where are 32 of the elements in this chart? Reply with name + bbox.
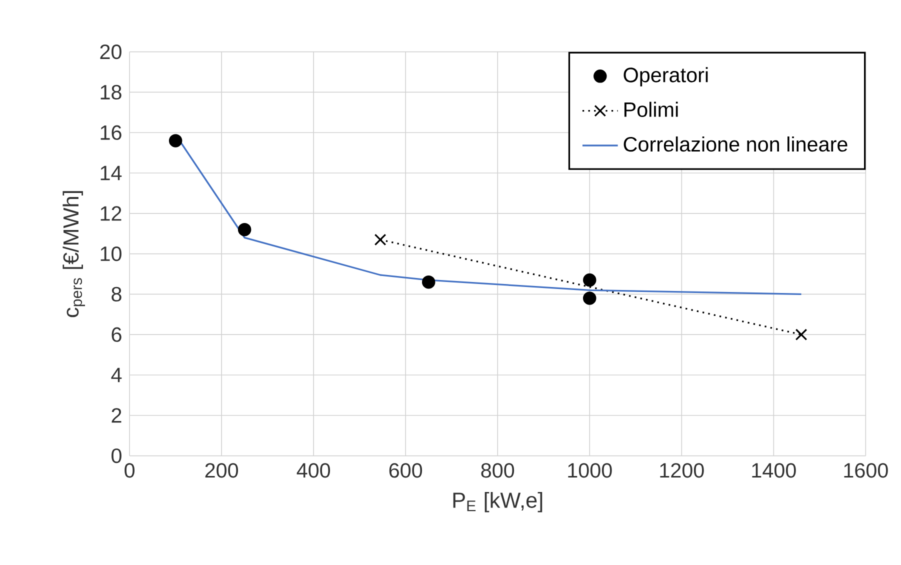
point: [168, 134, 182, 148]
y-tick-label: 2: [112, 408, 122, 423]
y-tick-label: 16: [100, 125, 122, 140]
x-tick-label: 1400: [752, 463, 796, 478]
x-tick-label: 800: [481, 463, 514, 478]
y-tick-label: 10: [100, 246, 122, 262]
point: [583, 292, 596, 305]
legend-label: Operatori: [624, 67, 708, 87]
x-tick-label: 1200: [660, 463, 704, 478]
x-tick-label: 400: [296, 463, 330, 478]
point: [422, 276, 436, 289]
point: [374, 234, 386, 246]
x-tick-label: 1600: [844, 463, 888, 478]
x-tick-label: 200: [205, 463, 238, 478]
y-tick-label: 4: [111, 368, 122, 382]
x-tick-label: 1000: [568, 463, 612, 478]
x-axis-title: P$_{E}$ [kW,e]: [453, 492, 542, 512]
x-tick-label: 0: [124, 463, 135, 478]
legend-label: Correlazione non lineare: [624, 136, 848, 152]
y-tick-label: 20: [100, 44, 122, 60]
x-tick-label: 600: [389, 463, 422, 478]
y-tick-label: 12: [100, 206, 122, 221]
y-tick-label: 14: [100, 166, 122, 180]
y-tick-label: 8: [112, 287, 122, 302]
y-tick-label: 6: [112, 327, 122, 342]
point: [795, 328, 808, 341]
y-tick-label: 0: [112, 448, 122, 464]
y-tick-label: 18: [100, 85, 122, 100]
legend-label: Polimi: [624, 102, 678, 118]
point: [583, 274, 596, 287]
y-axis-title: c$_{pers}$ [€/MWh]: [62, 191, 86, 318]
point: [238, 223, 252, 236]
